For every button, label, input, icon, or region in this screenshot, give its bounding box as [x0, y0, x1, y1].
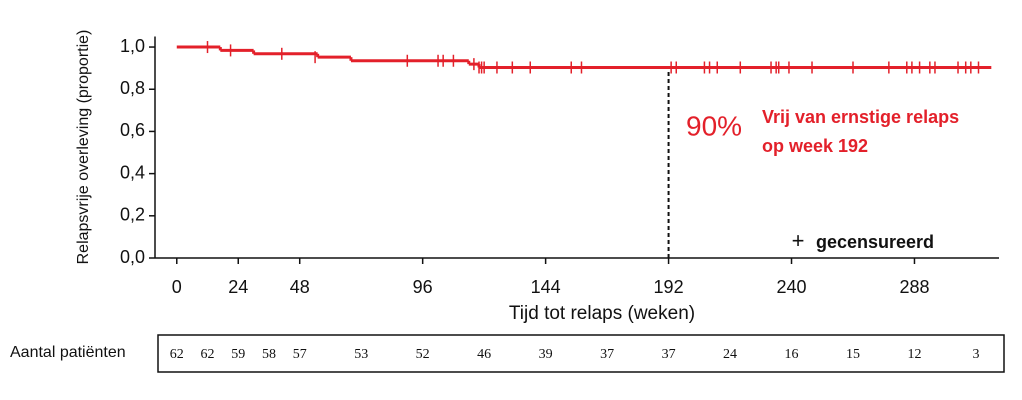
legend-label: gecensureerd: [816, 232, 934, 252]
x-tick-label: 240: [776, 277, 806, 297]
x-tick-label: 0: [172, 277, 182, 297]
y-tick-label: 0,8: [120, 78, 145, 98]
at-risk-count: 46: [477, 347, 491, 362]
at-risk-count: 3: [972, 347, 979, 362]
at-risk-count: 57: [293, 347, 307, 362]
x-tick-label: 144: [531, 277, 561, 297]
at-risk-count: 59: [231, 347, 245, 362]
x-tick-label: 192: [654, 277, 684, 297]
legend-symbol: +: [792, 228, 805, 253]
annotation-line: op week 192: [762, 136, 868, 156]
x-tick-label: 24: [228, 277, 248, 297]
at-risk-count: 52: [416, 347, 430, 362]
at-risk-count: 15: [846, 347, 860, 362]
y-tick-label: 1,0: [120, 36, 145, 56]
x-axis-title: Tijd tot relaps (weken): [509, 303, 695, 324]
at-risk-count: 37: [662, 347, 676, 362]
at-risk-count: 62: [201, 347, 215, 362]
x-tick-label: 48: [290, 277, 310, 297]
y-tick-label: 0,0: [120, 247, 145, 267]
at-risk-count: 37: [600, 347, 614, 362]
at-risk-label: Aantal patiënten: [10, 344, 126, 361]
y-tick-label: 0,2: [120, 205, 145, 225]
at-risk-count: 24: [723, 347, 737, 362]
annotation-value: 90%: [686, 110, 742, 141]
y-tick-label: 0,6: [120, 120, 145, 140]
at-risk-count: 58: [262, 347, 276, 362]
at-risk-count: 39: [539, 347, 553, 362]
at-risk-count: 12: [907, 347, 921, 362]
x-tick-label: 96: [413, 277, 433, 297]
y-axis-title: Relapsvrije overleving (proportie): [75, 30, 92, 265]
at-risk-box: [157, 334, 1005, 373]
y-tick-label: 0,4: [120, 162, 145, 182]
annotation-line: Vrij van ernstige relaps: [762, 107, 959, 127]
at-risk-count: 53: [354, 347, 368, 362]
at-risk-count: 16: [785, 347, 799, 362]
at-risk-count: 62: [170, 347, 184, 362]
x-tick-label: 288: [899, 277, 929, 297]
